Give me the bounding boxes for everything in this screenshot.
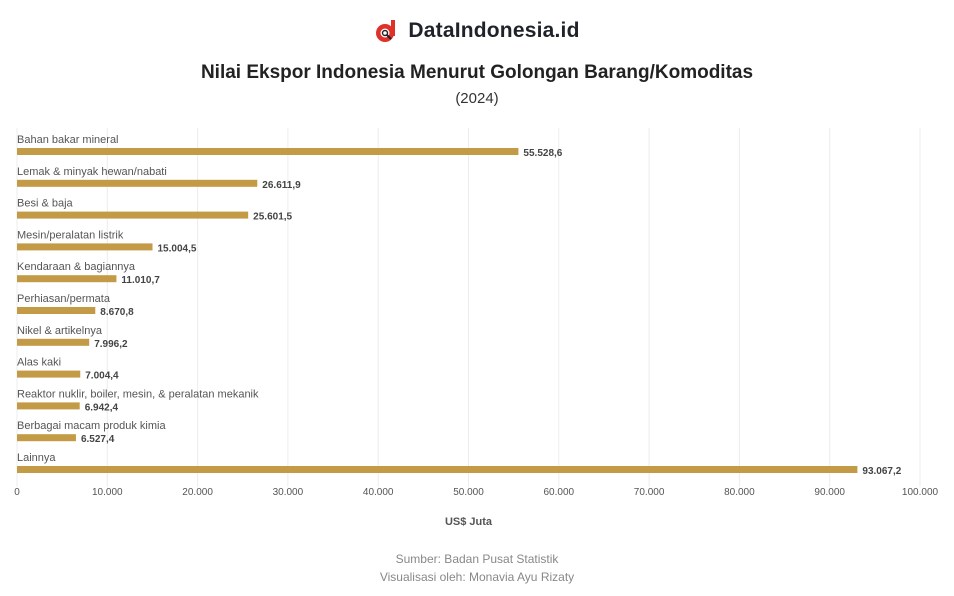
bar [17,148,519,155]
brand-header: DataIndonesia.id [0,18,954,44]
category-label: Perhiasan/permata [17,293,111,305]
chart-subtitle: (2024) [455,90,499,107]
category-label: Lainnya [17,452,56,464]
bar [17,434,76,442]
bar [17,307,96,314]
brand-name: DataIndonesia.id [408,19,580,42]
category-label: Bahan bakar mineral [17,134,119,146]
source-note: Sumber: Badan Pusat Statistik [395,552,559,566]
bar [17,211,249,219]
category-label: Besi & baja [17,198,74,210]
chart-title: Nilai Ekspor Indonesia Menurut Golongan … [200,62,754,83]
value-label: 6.527,4 [81,434,115,445]
value-label: 7.004,4 [85,371,119,382]
x-tick-label: 50.000 [453,487,484,498]
bar [17,370,81,378]
category-label: Reaktor nuklir, boiler, mesin, & peralat… [17,388,259,400]
category-label: Nikel & artikelnya [17,325,103,337]
bar [17,466,858,473]
bar [17,243,153,251]
bar [17,275,117,283]
value-label: 26.611,9 [262,180,301,191]
value-label: 11.010,7 [121,275,160,286]
value-label: 15.004,5 [157,243,196,254]
category-label: Alas kaki [17,357,61,369]
value-label: 6.942,4 [85,402,119,413]
x-tick-label: 60.000 [544,487,575,498]
bar [17,338,90,346]
category-label: Mesin/peralatan listrik [17,229,124,241]
bar [17,179,258,187]
value-label: 25.601,5 [253,212,292,223]
x-tick-label: 0 [14,487,20,498]
credit-note: Visualisasi oleh: Monavia Ayu Rizaty [379,570,575,584]
x-tick-label: 70.000 [634,487,665,498]
x-tick-label: 20.000 [182,487,213,498]
bar-chart: 0 10.000 20.000 30.000 40.000 50.000 60.000 70.… [14,128,939,528]
x-tick-label: 90.000 [814,487,845,498]
bar [17,402,80,410]
value-label: 8.670,8 [100,307,134,318]
category-label: Lemak & minyak hewan/nabati [17,166,167,178]
x-tick-label: 10.000 [92,487,123,498]
value-label: 93.067,2 [862,466,901,477]
category-label: Kendaraan & bagiannya [17,261,136,273]
category-label: Berbagai macam produk kimia [17,420,166,432]
dataindonesia-logo-icon [376,20,396,42]
x-tick-label: 30.000 [273,487,304,498]
value-label: 7.996,2 [94,339,128,350]
x-axis-label: US$ Juta [445,516,493,528]
value-label: 55.528,6 [523,148,562,159]
x-tick-label: 100.000 [902,487,939,498]
x-tick-label: 80.000 [724,487,755,498]
x-tick-label: 40.000 [363,487,394,498]
